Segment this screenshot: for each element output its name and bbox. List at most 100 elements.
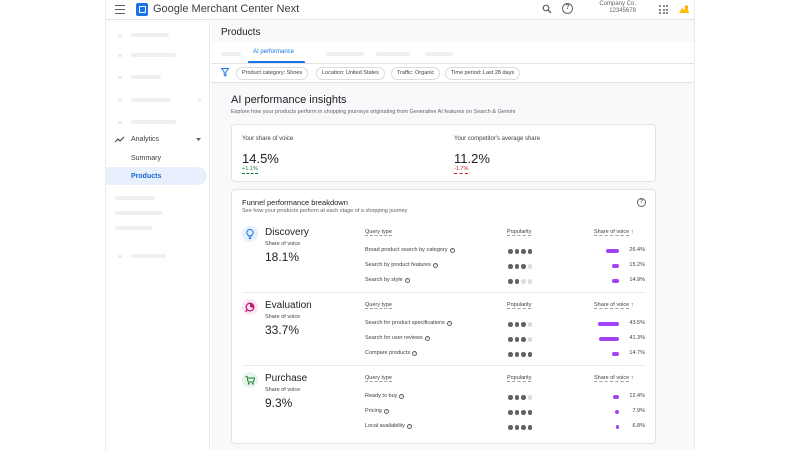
query-type-label: Pricing bbox=[365, 408, 382, 414]
popularity-dot bbox=[514, 337, 519, 342]
tab-placeholder[interactable] bbox=[376, 52, 410, 56]
insights-title: AI performance insights bbox=[231, 94, 347, 106]
help-icon[interactable]: ? bbox=[562, 3, 573, 14]
help-icon[interactable]: ? bbox=[449, 247, 455, 253]
share-of-voice-bar bbox=[611, 352, 619, 356]
query-row: Compare products? 14.7% bbox=[232, 350, 656, 360]
sort-arrow-up-icon[interactable]: ↑ bbox=[630, 229, 634, 235]
share-of-voice-bar bbox=[611, 264, 619, 268]
sidebar-placeholder-item[interactable] bbox=[106, 190, 210, 206]
tab-placeholder[interactable] bbox=[221, 52, 241, 56]
query-type-cell: Search by product features? bbox=[365, 262, 439, 268]
funnel-description: See how your products perform at each st… bbox=[242, 208, 408, 214]
sidebar-item-label: Summary bbox=[131, 155, 161, 162]
competitor-share-label: Your competitor's average share bbox=[454, 136, 540, 142]
tab-placeholder[interactable] bbox=[425, 52, 453, 56]
column-header-share-of-voice[interactable]: Share of voice ↑ bbox=[594, 229, 634, 236]
column-header-popularity[interactable]: Popularity bbox=[507, 302, 532, 309]
help-icon[interactable]: ? bbox=[383, 408, 389, 414]
share-of-voice-value: 6.8% bbox=[632, 423, 645, 429]
help-icon[interactable]: ? bbox=[424, 335, 430, 341]
filter-chip-traffic[interactable]: Traffic: Organic bbox=[391, 67, 441, 80]
sort-arrow-up-icon[interactable]: ↑ bbox=[630, 302, 634, 308]
filter-chip-product-category[interactable]: Product category: Shoes bbox=[236, 67, 309, 80]
share-of-voice-value: 12.4% bbox=[629, 393, 645, 399]
popularity-dot bbox=[514, 264, 519, 269]
tab-ai-performance[interactable]: AI performance bbox=[253, 49, 295, 55]
account-switcher[interactable]: Company Co. 12345678 bbox=[576, 1, 636, 15]
stage-divider bbox=[242, 365, 646, 366]
account-avatar-icon[interactable] bbox=[678, 4, 690, 14]
popularity-header-label: Popularity bbox=[507, 375, 532, 382]
popularity-indicator bbox=[508, 352, 538, 357]
stage-sov-label: Share of voice bbox=[265, 314, 301, 320]
stage-name: Evaluation bbox=[265, 300, 312, 311]
query-type-cell: Ready to buy? bbox=[365, 393, 405, 399]
filter-chip-time-period[interactable]: Time period: Last 28 days bbox=[445, 67, 521, 80]
query-row: Search for product specifications? 43.5% bbox=[232, 320, 656, 330]
filter-chip-location[interactable]: Location: United States bbox=[316, 67, 385, 80]
sidebar-placeholder-item[interactable] bbox=[106, 220, 210, 236]
sidebar-item-products[interactable]: Products bbox=[106, 169, 210, 185]
popularity-dot bbox=[508, 395, 513, 400]
help-icon[interactable]: ? bbox=[637, 198, 646, 207]
popularity-header-label: Popularity bbox=[507, 229, 532, 236]
column-header-share-of-voice[interactable]: Share of voice ↑ bbox=[594, 375, 634, 382]
sidebar-placeholder-item[interactable] bbox=[106, 47, 210, 63]
help-icon[interactable]: ? bbox=[407, 423, 413, 429]
sidebar-item-analytics[interactable]: Analytics bbox=[106, 132, 210, 148]
help-icon[interactable]: ? bbox=[446, 320, 452, 326]
sidebar-item-products-highlight bbox=[106, 167, 207, 185]
sidebar-placeholder-item[interactable] bbox=[106, 27, 210, 43]
company-id: 12345678 bbox=[609, 8, 636, 14]
help-icon[interactable]: ? bbox=[433, 262, 439, 268]
menu-icon[interactable] bbox=[115, 5, 125, 14]
share-of-voice-bar bbox=[606, 249, 619, 253]
query-type-label: Local availability bbox=[365, 423, 406, 429]
share-of-voice-card: Your share of voice 14.5% +1.1% Your com… bbox=[231, 124, 656, 182]
popularity-dot bbox=[508, 279, 513, 284]
popularity-dot bbox=[514, 279, 519, 284]
popularity-indicator bbox=[508, 410, 538, 415]
filter-icon[interactable] bbox=[221, 68, 229, 77]
your-share-delta[interactable]: +1.1% bbox=[242, 166, 258, 174]
query-row: Search by style? 14.9% bbox=[232, 277, 656, 287]
search-icon[interactable] bbox=[542, 4, 552, 14]
sidebar-item-summary[interactable]: Summary bbox=[106, 151, 210, 167]
funnel-stage-discovery: Discovery Share of voice 18.1% Query type Po… bbox=[232, 226, 656, 296]
sidebar-placeholder-item[interactable] bbox=[106, 92, 210, 108]
help-icon[interactable]: ? bbox=[399, 393, 405, 399]
popularity-indicator bbox=[508, 395, 538, 400]
stage-name: Discovery bbox=[265, 227, 309, 238]
column-header-popularity[interactable]: Popularity bbox=[507, 375, 532, 382]
tab-placeholder[interactable] bbox=[326, 52, 364, 56]
sidebar-placeholder-item[interactable] bbox=[106, 69, 210, 85]
sidebar-placeholder-item[interactable] bbox=[106, 205, 210, 221]
query-type-label: Compare products bbox=[365, 350, 411, 356]
popularity-dot bbox=[521, 410, 526, 415]
popularity-dot bbox=[527, 337, 532, 342]
help-icon[interactable]: ? bbox=[404, 277, 410, 283]
compare-icon bbox=[242, 299, 258, 315]
sort-arrow-up-icon[interactable]: ↑ bbox=[630, 375, 634, 381]
column-header-popularity[interactable]: Popularity bbox=[507, 229, 532, 236]
query-row: Ready to buy? 12.4% bbox=[232, 393, 656, 403]
sidebar-placeholder-item[interactable] bbox=[106, 114, 210, 130]
competitor-share-delta[interactable]: -1.7% bbox=[454, 166, 469, 174]
column-header-query-type: Query type bbox=[365, 229, 392, 236]
active-tab-indicator bbox=[248, 61, 305, 63]
tab-bar: AI performance bbox=[211, 42, 694, 64]
popularity-dot bbox=[514, 352, 519, 357]
stage-divider bbox=[242, 292, 646, 293]
query-type-label: Search for user reviews bbox=[365, 335, 423, 341]
popularity-dot bbox=[527, 352, 532, 357]
sidebar-placeholder-item[interactable] bbox=[106, 248, 210, 264]
funnel-title: Funnel performance breakdown bbox=[242, 198, 348, 207]
column-header-share-of-voice[interactable]: Share of voice ↑ bbox=[594, 302, 634, 309]
query-row: Search by product features? 15.2% bbox=[232, 262, 656, 272]
popularity-header-label: Popularity bbox=[507, 302, 532, 309]
apps-grid-icon[interactable] bbox=[659, 5, 668, 14]
insights-description: Explore how your products perform in sho… bbox=[231, 109, 516, 115]
help-icon[interactable]: ? bbox=[412, 350, 418, 356]
query-row: Pricing? 7.9% bbox=[232, 408, 656, 418]
